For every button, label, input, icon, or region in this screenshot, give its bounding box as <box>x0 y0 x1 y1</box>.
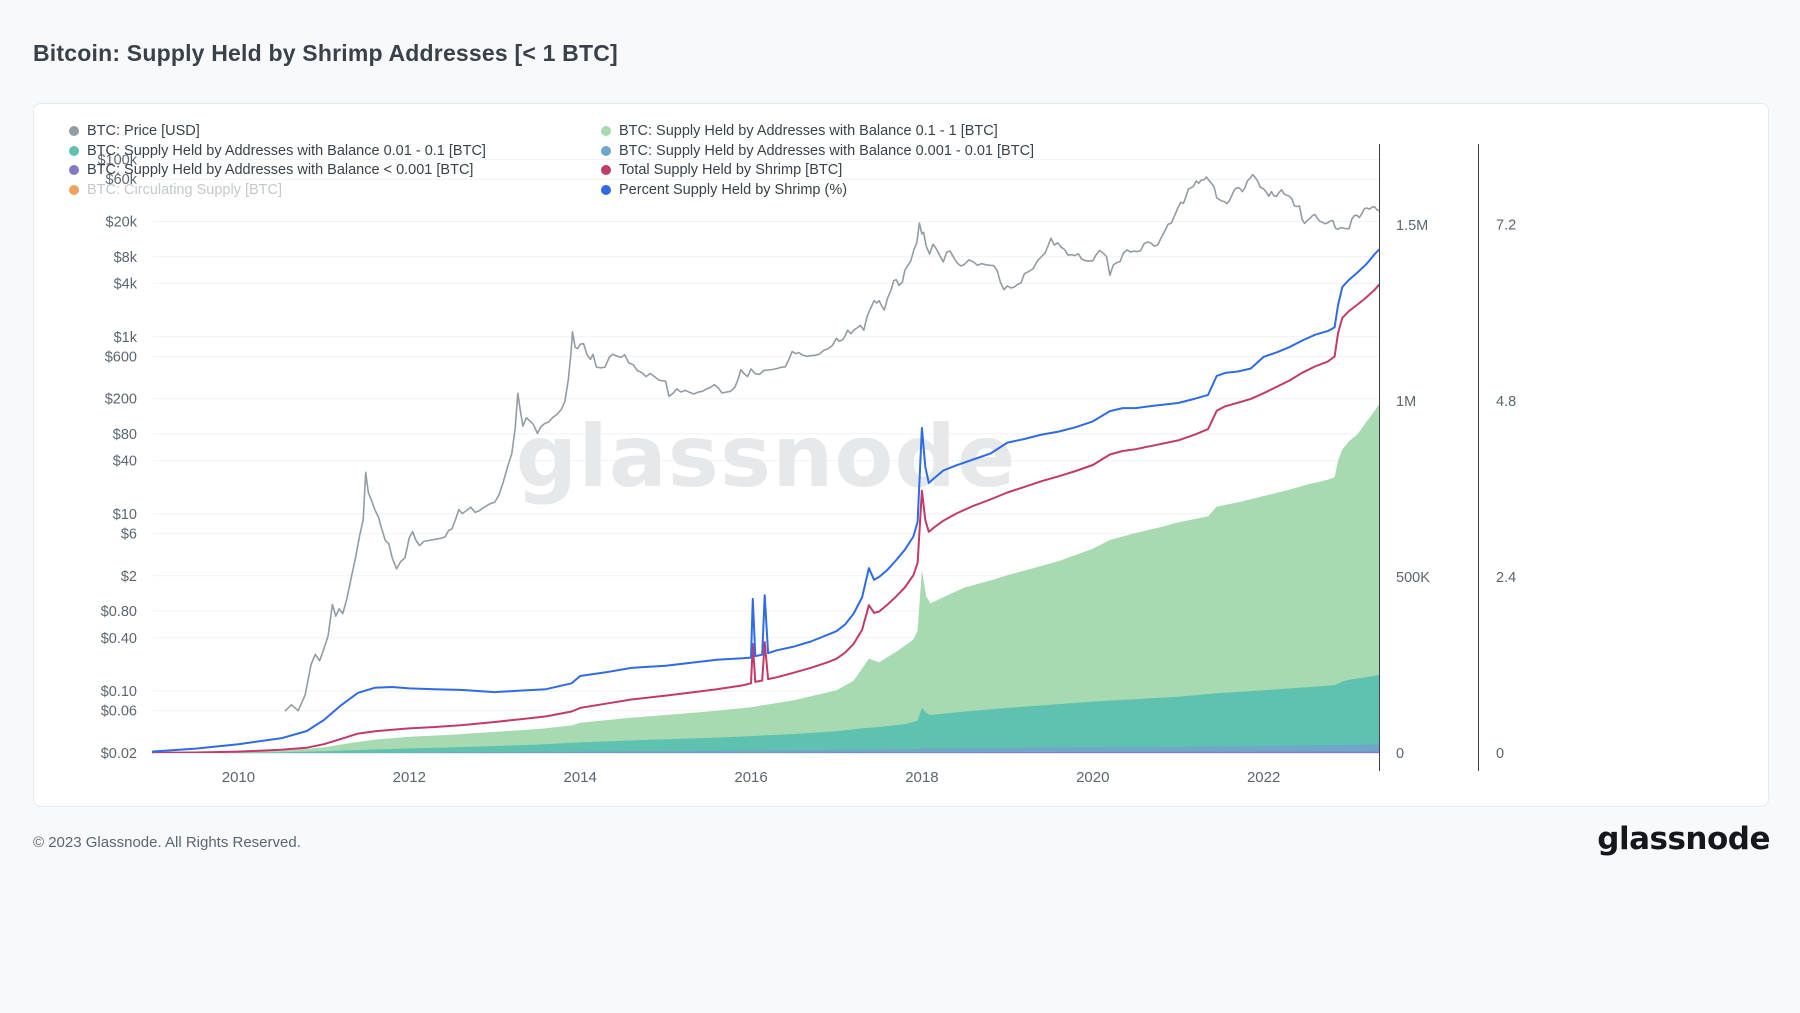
legend-item[interactable]: BTC: Price [USD] <box>69 121 486 141</box>
year-tick-label: 2016 <box>734 769 767 786</box>
line-price <box>284 173 1380 712</box>
legend-column: BTC: Supply Held by Addresses with Balan… <box>601 121 1034 200</box>
copyright-text: © 2023 Glassnode. All Rights Reserved. <box>33 834 301 851</box>
legend-item-label: BTC: Supply Held by Addresses with Balan… <box>619 142 1035 159</box>
percent-tick-label: 0 <box>1496 746 1504 762</box>
price-tick-label: $0.80 <box>101 604 137 620</box>
price-tick-label: $1k <box>114 330 138 346</box>
area-supply-0-1-to-1 <box>153 404 1379 753</box>
legend-item[interactable]: BTC: Supply Held by Addresses with Balan… <box>601 141 1034 161</box>
watermark: glassnode <box>516 407 1017 507</box>
year-tick-label: 2022 <box>1247 769 1280 786</box>
price-tick-label: $200 <box>105 392 137 408</box>
year-tick-label: 2012 <box>393 769 426 786</box>
axis-layer: $100k$60k$20k$8k$4k$1k$600$200$80$40$10$… <box>97 144 1516 786</box>
series-color-dot-icon <box>601 165 611 176</box>
price-tick-label: $40 <box>113 454 137 470</box>
legend-item[interactable]: BTC: Supply Held by Addresses with Balan… <box>69 160 486 180</box>
legend-column: BTC: Price [USD] BTC: Supply Held by Addr… <box>69 121 486 200</box>
year-tick-label: 2014 <box>563 769 596 786</box>
series-color-dot-icon <box>69 165 79 176</box>
series-color-dot-icon <box>69 125 79 136</box>
legend-item-label: BTC: Supply Held by Addresses with Balan… <box>87 142 486 159</box>
price-tick-label: $60k <box>106 172 138 188</box>
series-color-dot-icon <box>601 184 611 195</box>
price-tick-label: $8k <box>114 250 138 266</box>
legend-item[interactable]: BTC: Supply Held by Addresses with Balan… <box>601 121 1034 141</box>
price-tick-label: $6 <box>121 527 137 543</box>
legend-item-label: BTC: Supply Held by Addresses with Balan… <box>619 122 998 139</box>
line-percent-shrimp <box>152 248 1380 753</box>
legend-item-label: BTC: Supply Held by Addresses with Balan… <box>87 162 474 179</box>
price-tick-label: $80 <box>113 427 137 443</box>
price-tick-label: $10 <box>113 507 137 523</box>
price-tick-label: $0.02 <box>101 746 137 762</box>
area-supply-lt-0-001 <box>153 751 1379 753</box>
supply-tick-label: 1M <box>1396 394 1416 410</box>
percent-tick-label: 4.8 <box>1496 394 1516 410</box>
chart-canvas[interactable]: glassnode $100k$60k$20k$8k$4k$1k$600$200… <box>34 104 1768 806</box>
legend-item-label: Percent Supply Held by Shrimp (%) <box>619 181 848 198</box>
price-tick-label: $100k <box>97 153 137 169</box>
legend-item-label: BTC: Circulating Supply [BTC] <box>87 181 283 198</box>
legend-item-label: Total Supply Held by Shrimp [BTC] <box>619 162 843 179</box>
legend-item[interactable]: BTC: Circulating Supply [BTC] <box>69 180 486 200</box>
legend-item-label: BTC: Price [USD] <box>87 122 200 139</box>
series-color-dot-icon <box>69 184 79 195</box>
supply-tick-label: 1.5M <box>1396 218 1428 234</box>
lines-layer <box>152 173 1380 754</box>
legend-item[interactable]: Percent Supply Held by Shrimp (%) <box>601 180 1034 200</box>
percent-tick-label: 2.4 <box>1496 570 1516 586</box>
percent-tick-label: 7.2 <box>1496 218 1516 234</box>
supply-tick-label: 0 <box>1396 746 1404 762</box>
price-tick-label: $0.06 <box>101 704 137 720</box>
series-color-dot-icon <box>601 145 611 156</box>
line-total-shrimp <box>152 283 1380 754</box>
price-tick-label: $20k <box>106 215 138 231</box>
price-tick-label: $0.10 <box>101 684 137 700</box>
price-tick-label: $2 <box>121 569 137 585</box>
price-tick-label: $600 <box>105 349 137 365</box>
price-tick-label: $4k <box>114 276 138 292</box>
series-color-dot-icon <box>601 125 611 136</box>
areas-layer <box>153 404 1379 753</box>
legend-item[interactable]: BTC: Supply Held by Addresses with Balan… <box>69 141 486 161</box>
year-tick-label: 2010 <box>222 769 255 786</box>
legend-item[interactable]: Total Supply Held by Shrimp [BTC] <box>601 160 1034 180</box>
page-title: Bitcoin: Supply Held by Shrimp Addresses… <box>33 40 618 66</box>
price-tick-label: $0.40 <box>101 631 137 647</box>
area-supply-0-001-to-0-01 <box>153 744 1379 753</box>
brand-logo[interactable]: glassnode <box>1597 821 1770 857</box>
year-tick-label: 2020 <box>1076 769 1109 786</box>
series-color-dot-icon <box>69 145 79 156</box>
supply-tick-label: 500K <box>1396 570 1430 586</box>
area-supply-0-01-to-0-1 <box>153 674 1379 753</box>
chart-card: glassnode $100k $60k $20k $8k $4k $1k $600 $200… <box>33 103 1769 807</box>
year-tick-label: 2018 <box>905 769 938 786</box>
